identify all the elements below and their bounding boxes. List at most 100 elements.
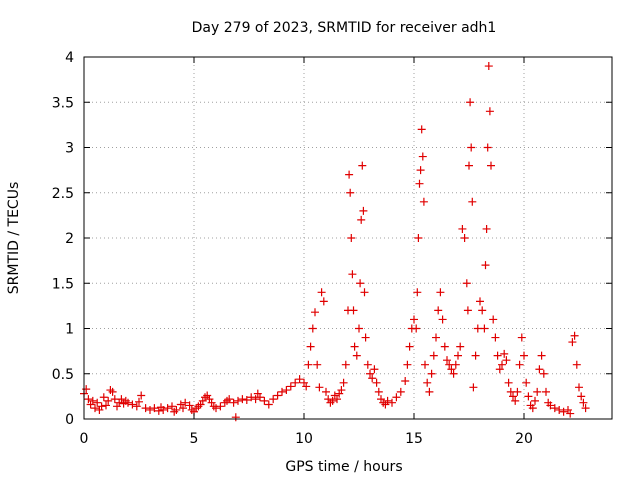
x-tick-label: 15 (405, 431, 423, 447)
data-point (117, 395, 126, 404)
y-tick-label: 3.5 (52, 95, 74, 111)
x-tick-label: 5 (190, 431, 199, 447)
data-point (440, 342, 449, 351)
data-point (495, 365, 504, 374)
data-point (104, 396, 113, 405)
data-point (128, 400, 137, 409)
data-point (489, 315, 498, 324)
data-point (306, 342, 315, 351)
data-point (346, 188, 355, 197)
data-point (356, 279, 365, 288)
data-point (405, 342, 414, 351)
data-point (333, 395, 341, 404)
data-point (146, 405, 154, 414)
y-tick-label: 0.5 (52, 367, 74, 383)
data-point (185, 401, 194, 410)
data-point (509, 392, 517, 401)
data-point (358, 161, 367, 170)
data-point (231, 413, 240, 422)
data-point (88, 396, 97, 405)
data-point (520, 351, 528, 360)
data-point (498, 360, 506, 369)
data-point (359, 206, 368, 215)
data-point (291, 378, 300, 387)
data-point (141, 404, 150, 413)
data-point (476, 297, 484, 306)
data-point (462, 279, 471, 288)
data-point (517, 333, 526, 342)
data-point (392, 393, 401, 402)
data-point (308, 324, 317, 333)
data-point (311, 308, 319, 317)
data-point (150, 404, 159, 413)
data-point (352, 351, 361, 360)
data-point (84, 395, 93, 404)
data-point (179, 404, 187, 413)
data-point (504, 378, 513, 387)
data-point (581, 404, 590, 413)
x-tick-label: 10 (295, 431, 313, 447)
data-point (421, 360, 429, 369)
data-point (401, 376, 410, 385)
data-point (469, 383, 478, 392)
data-point (451, 360, 460, 369)
data-point (577, 392, 586, 401)
data-point (539, 369, 548, 378)
data-point (349, 306, 358, 315)
data-point (480, 324, 489, 333)
data-point (102, 401, 110, 410)
data-point (286, 382, 295, 391)
data-point (282, 386, 291, 395)
data-point (413, 288, 422, 297)
data-point (328, 396, 337, 405)
data-point (500, 349, 509, 358)
data-point (216, 402, 225, 411)
data-point (366, 369, 374, 378)
data-point (415, 179, 424, 188)
data-point (363, 360, 372, 369)
data-point (436, 288, 445, 297)
data-point (137, 391, 146, 400)
data-point (546, 401, 555, 410)
data-point (106, 386, 115, 395)
x-tick-label: 0 (80, 431, 89, 447)
data-point (410, 315, 418, 324)
data-point (522, 378, 531, 387)
data-point (535, 365, 544, 374)
data-point (427, 369, 436, 378)
data-point (417, 125, 426, 134)
data-point (485, 107, 494, 116)
data-point (438, 315, 447, 324)
data-point (383, 396, 392, 405)
data-point (449, 369, 458, 378)
data-point (97, 402, 106, 411)
data-point (234, 396, 242, 405)
data-point (361, 333, 370, 342)
data-point (370, 365, 379, 374)
data-point (302, 382, 311, 391)
data-point (559, 407, 568, 416)
data-point (482, 224, 491, 233)
data-point (465, 161, 473, 170)
data-point (423, 378, 432, 387)
data-point (572, 360, 581, 369)
data-point (317, 288, 326, 297)
data-point (533, 387, 542, 396)
data-point (256, 393, 264, 402)
data-point (278, 387, 286, 396)
data-point (357, 215, 366, 224)
data-point (478, 306, 487, 315)
data-point (368, 374, 377, 383)
data-point (108, 387, 117, 396)
data-point (491, 333, 500, 342)
data-point (468, 197, 477, 206)
y-tick-label: 0 (65, 412, 74, 428)
data-point (319, 297, 328, 306)
data-point (168, 402, 176, 411)
data-point (347, 234, 356, 242)
data-series-srmtid (80, 62, 590, 422)
y-tick-label: 2 (65, 231, 74, 247)
data-point (443, 356, 451, 365)
data-point (550, 404, 559, 413)
